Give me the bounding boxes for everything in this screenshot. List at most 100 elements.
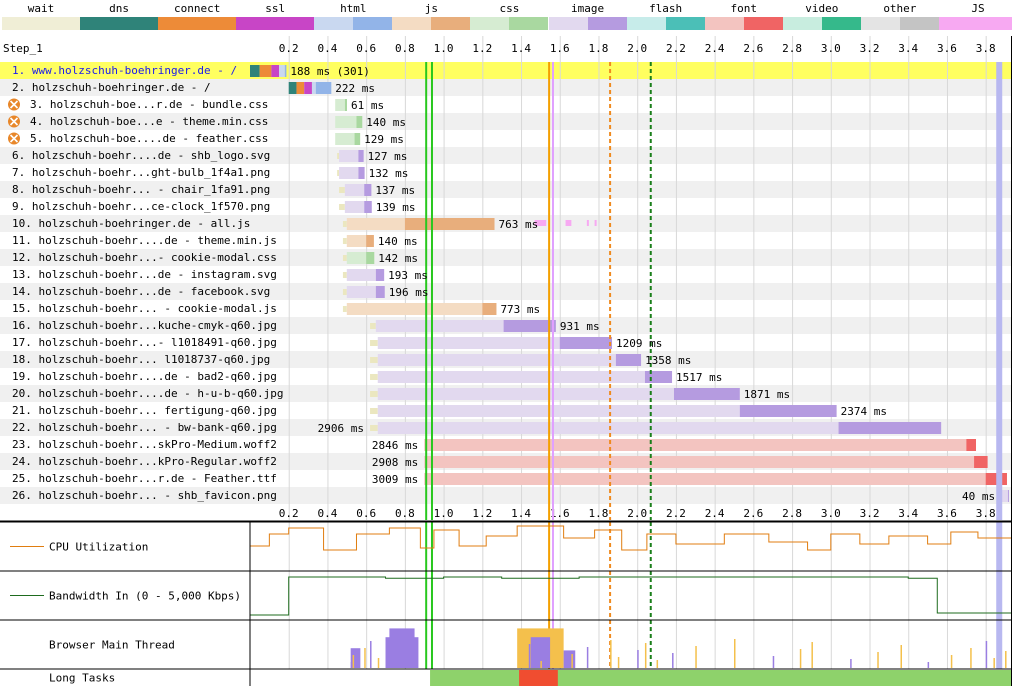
download-segment bbox=[673, 388, 740, 400]
main-thread-spike bbox=[900, 645, 902, 668]
legend-label: other bbox=[883, 2, 917, 15]
ttfb-segment bbox=[346, 218, 405, 230]
request-label: 4. holzschuh-boe...e - theme.min.css bbox=[30, 115, 268, 128]
request-label: 16. holzschuh-boehr...kuche-cmyk-q60.jpg bbox=[12, 319, 277, 332]
legend-swatch bbox=[119, 17, 159, 30]
legend-item: html bbox=[314, 0, 393, 34]
wait-segment bbox=[342, 289, 347, 295]
ttfb-segment bbox=[377, 371, 645, 383]
request-label: 15. holzschuh-boehr... - cookie-modal.js bbox=[12, 302, 277, 315]
legend-item: wait bbox=[2, 0, 80, 34]
ttfb-segment bbox=[377, 388, 674, 400]
legend-swatch bbox=[158, 17, 198, 30]
main-thread-spike bbox=[528, 644, 531, 668]
request-timing-label: 763 ms bbox=[499, 218, 539, 231]
legend-item: css bbox=[470, 0, 549, 34]
legend-swatch bbox=[509, 17, 549, 30]
axis-tick-label: 3.4 bbox=[898, 507, 918, 520]
request-label: 3. holzschuh-boe...r.de - bundle.css bbox=[30, 98, 268, 111]
ttfb-segment bbox=[335, 133, 355, 145]
legend-label: connect bbox=[173, 2, 221, 15]
main-thread-spike bbox=[637, 650, 639, 668]
error-icon-cross bbox=[9, 100, 19, 109]
ttfb-segment bbox=[311, 82, 316, 94]
wait-segment bbox=[337, 170, 340, 176]
axis-tick-label: 3.6 bbox=[937, 42, 957, 55]
request-label: 9. holzschuh-boehr...ce-clock_1f570.png bbox=[12, 200, 270, 213]
main-thread-spike bbox=[927, 662, 930, 668]
request-bars bbox=[250, 65, 1009, 502]
metric-panels: CPU Utilization Bandwidth In (0 - 5,000 K… bbox=[10, 525, 1012, 686]
request-label: 23. holzschuh-boehr...skPro-Medium.woff2 bbox=[12, 438, 277, 451]
error-icon-cross bbox=[9, 117, 19, 126]
request-row-background bbox=[0, 113, 1012, 130]
axis-tick-label: 0.2 bbox=[279, 507, 299, 520]
request-timing-label: 137 ms bbox=[375, 184, 415, 197]
ssl-segment bbox=[271, 65, 280, 77]
request-label: 5. holzschuh-boe....de - feather.css bbox=[30, 132, 268, 145]
download-segment bbox=[354, 133, 361, 145]
ttfb-segment bbox=[346, 269, 376, 281]
main-thread-spike bbox=[950, 655, 953, 668]
request-timing-label: 40 ms bbox=[962, 490, 995, 503]
legend-swatch bbox=[938, 17, 978, 30]
main-thread-activity bbox=[389, 628, 415, 668]
axis-tick-label: 2.4 bbox=[705, 42, 725, 55]
request-timing-label: 140 ms bbox=[378, 235, 418, 248]
legend-swatch bbox=[899, 17, 939, 30]
ttfb-segment bbox=[335, 116, 357, 128]
axis-tick-label: 2.2 bbox=[666, 507, 686, 520]
download-segment bbox=[644, 371, 673, 383]
wait-segment bbox=[337, 153, 340, 159]
request-row-background bbox=[0, 215, 1012, 232]
axis-tick-label: 0.6 bbox=[356, 42, 376, 55]
axis-tick-label: 0.8 bbox=[395, 42, 415, 55]
js-execution-tick bbox=[534, 220, 547, 226]
ttfb-segment bbox=[424, 439, 967, 451]
ttfb-segment bbox=[1001, 490, 1008, 502]
waterfall-chart: Step_1 0.2 0.4 0.6 0.8 1.0 1.2 1.4 1.6 1.8 2.0 2.2 2… bbox=[0, 36, 1012, 686]
legend-item: js bbox=[392, 0, 471, 34]
legend-label: html bbox=[340, 2, 367, 15]
ttfb-segment bbox=[375, 320, 504, 332]
download-segment bbox=[739, 405, 837, 417]
wait-segment bbox=[342, 221, 347, 227]
request-timing-label: 196 ms bbox=[389, 286, 429, 299]
main-thread-spike bbox=[656, 660, 659, 668]
axis-tick-label: 2.0 bbox=[627, 507, 647, 520]
main-thread-spike bbox=[734, 639, 736, 668]
main-thread-activity bbox=[563, 650, 576, 668]
request-label: 24. holzschuh-boehr...kPro-Regular.woff2 bbox=[12, 455, 277, 468]
axis-tick-label: 0.6 bbox=[356, 507, 376, 520]
request-timing-label: 222 ms bbox=[335, 82, 375, 95]
ttfb-segment bbox=[339, 167, 359, 179]
wait-segment bbox=[370, 391, 378, 397]
request-label: 22. holzschuh-boehr... - bw-bank-q60.jpg bbox=[12, 421, 277, 434]
request-timing-label: 1871 ms bbox=[744, 388, 790, 401]
ttfb-segment bbox=[377, 405, 740, 417]
legend-label: flash bbox=[649, 2, 683, 15]
wait-segment bbox=[370, 408, 378, 414]
axis-tick-label: 1.2 bbox=[472, 507, 492, 520]
request-label: 11. holzschuh-boehr....de - theme.min.js bbox=[12, 234, 277, 247]
download-segment bbox=[482, 303, 497, 315]
main-thread-spike bbox=[644, 643, 647, 668]
axis-tick-label: 3.8 bbox=[976, 42, 996, 55]
request-timing-label: 139 ms bbox=[376, 201, 416, 214]
legend-swatch bbox=[704, 17, 744, 30]
legend-item: JS Execution bbox=[938, 0, 1012, 34]
request-timing-label: 127 ms bbox=[368, 150, 408, 163]
legend-label: video bbox=[805, 2, 839, 15]
request-timing-label: 1209 ms bbox=[616, 337, 662, 350]
request-timing-label: 2374 ms bbox=[841, 405, 887, 418]
request-row-background bbox=[0, 266, 1012, 283]
wait-segment bbox=[342, 238, 347, 244]
legend-swatch bbox=[782, 17, 822, 30]
cpu-label: CPU Utilization bbox=[49, 541, 148, 554]
legend-item: image bbox=[548, 0, 627, 34]
main-thread-spike bbox=[970, 648, 972, 668]
main-thread-spike bbox=[352, 655, 355, 668]
event-markers bbox=[425, 62, 1003, 669]
legend-item: dns bbox=[80, 0, 159, 34]
request-label: 8. holzschuh-boehr... - chair_1fa91.png bbox=[12, 183, 270, 196]
